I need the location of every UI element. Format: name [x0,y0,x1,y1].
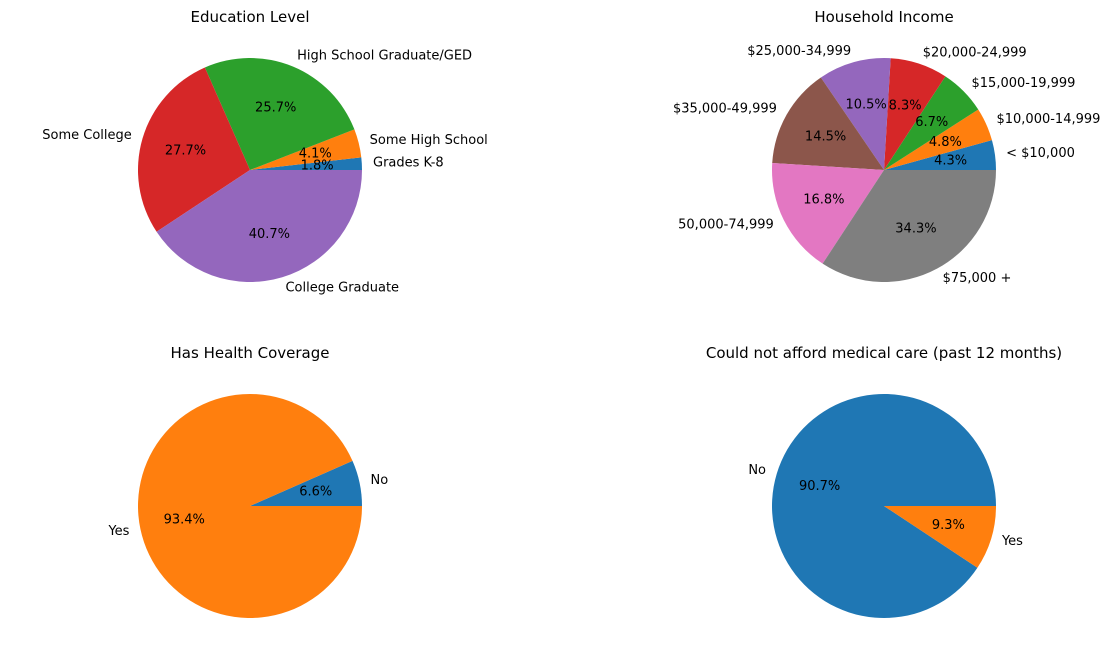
pie-slice-college-graduate [156,170,362,282]
pie-chart-household-income: Household Income 4.3% < $10,000 4.8% $10,000… [673,8,1100,286]
category-label: No [371,473,389,488]
pie-slice-50-000-74-999 [772,162,884,264]
chart-title: Has Health Coverage [171,344,330,362]
chart-title: Household Income [814,8,953,26]
pie-slice-20-000-24-999 [884,58,946,170]
category-label: $25,000-34,999 [747,44,851,59]
percent-label: 9.3% [932,518,965,533]
pie-slice-15-000-19-999 [884,76,979,170]
pie-chart-could-not-afford-medical-care-past-12-months: Could not afford medical care (past 12 m… [706,344,1062,619]
chart-title: Education Level [190,8,309,26]
pie-slice-35-000-49-999 [772,77,884,170]
category-label: $15,000-19,999 [972,76,1076,91]
pie-chart-has-health-coverage: Has Health Coverage 6.6% No 93.4% Yes [107,344,389,619]
pie-chart-education-level: Education Level 1.8% Grades K-8 4.1% Some Hi… [42,8,488,295]
chart-title: Could not afford medical care (past 12 m… [706,344,1062,362]
percent-label: 4.3% [934,153,967,168]
pie-slice-some-college [137,67,250,232]
category-label: Yes [107,524,129,539]
percent-label: 4.1% [299,146,332,161]
category-label: $10,000-14,999 [996,112,1100,127]
percent-label: 6.7% [915,115,948,130]
percent-label: 93.4% [164,512,205,527]
category-label: $75,000 + [943,271,1012,286]
percent-label: 16.8% [803,193,844,208]
pie-slice-no [250,460,362,506]
pie-slice-some-high-school [250,129,362,170]
pie-slice-yes [884,506,996,568]
category-label: 50,000-74,999 [678,218,774,233]
percent-label: 10.5% [845,98,886,113]
category-label: High School Graduate/GED [297,49,472,64]
category-label: $20,000-24,999 [923,46,1027,61]
category-label: < $10,000 [1006,146,1075,161]
category-label: $35,000-49,999 [673,102,777,117]
pie-slice-yes [138,394,362,619]
percent-label: 1.8% [301,159,334,174]
category-label: Some High School [370,133,488,148]
pie-slice-10-000 [884,140,997,170]
pie-slice-high-school-graduate-ged [204,58,355,170]
category-label: No [748,463,766,478]
percent-label: 25.7% [255,100,296,115]
percent-label: 34.3% [895,222,936,237]
category-label: College Graduate [285,280,399,295]
pie-slice-75-000 [822,170,996,283]
percent-label: 40.7% [249,227,290,242]
pie-slice-no [772,394,996,619]
pie-slice-grades-k-8 [250,157,362,170]
percent-label: 8.3% [889,99,922,114]
percent-label: 14.5% [805,129,846,144]
percent-label: 90.7% [799,479,840,494]
category-label: Yes [1001,534,1023,549]
pie-slice-10-000-14-999 [884,109,992,170]
percent-label: 27.7% [165,144,206,159]
category-label: Some College [42,128,132,143]
category-label: Grades K-8 [373,156,444,171]
percent-label: 6.6% [299,485,332,500]
pie-slice-25-000-34-999 [820,58,891,170]
percent-label: 4.8% [929,135,962,150]
